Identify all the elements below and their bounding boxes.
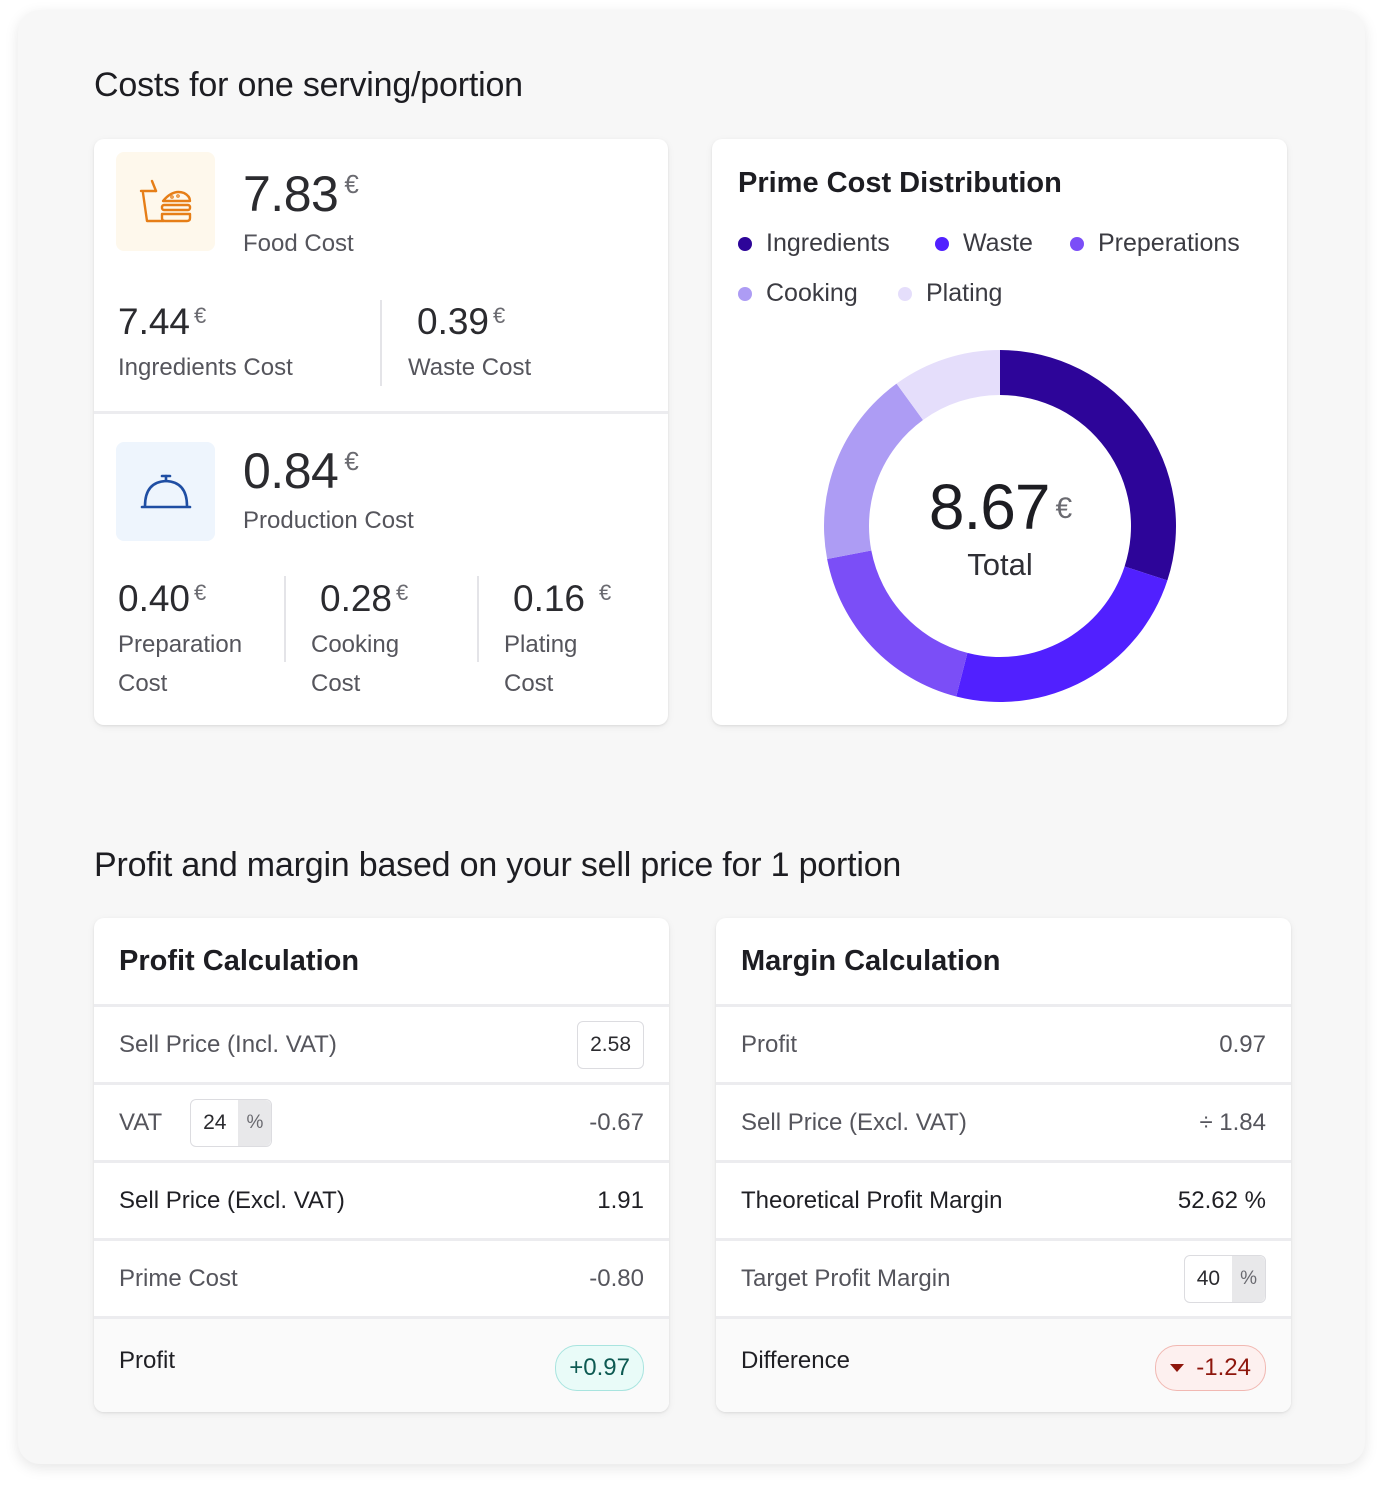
service-bell-icon [116,442,215,541]
divider [94,411,668,414]
profit-badge: +0.97 [555,1345,644,1391]
profit-calculation-title: Profit Calculation [119,945,360,977]
legend-item-ingredients: Ingredients [738,229,890,258]
ingredients-cost-label: Ingredients Cost [118,354,293,381]
waste-cost-label: Waste Cost [408,354,532,381]
production-cost-value: 0.84 € [243,443,359,499]
table-row: VAT 24 % -0.67 [94,1082,669,1160]
table-row: Target Profit Margin 40 % [716,1238,1291,1316]
donut-slice-cooking [824,383,924,559]
table-row: Sell Price (Excl. VAT) 1.91 [94,1160,669,1238]
vat-label: VAT [119,1108,163,1136]
margin-sell-price-excl-label: Sell Price (Excl. VAT) [741,1108,967,1136]
total-cost-value: 8.67 € [928,471,1072,543]
margin-sell-price-excl-value: ÷ 1.84 [1199,1108,1266,1136]
prime-cost-donut-chart [824,350,1176,702]
margin-profit-label: Profit [741,1030,798,1058]
theoretical-margin-value: 52.62 % [1177,1186,1266,1214]
prime-cost-value: -0.80 [589,1264,644,1292]
sell-price-incl-label: Sell Price (Incl. VAT) [119,1030,337,1058]
table-row: Sell Price (Incl. VAT) 2.58 [94,1004,669,1082]
cooking-cost-value: 0.28 € [320,578,409,619]
sell-price-incl-value: 2.58 [590,1032,631,1056]
preparation-cost-value: 0.40 € [118,578,207,619]
profit-section-title: Profit and margin based on your sell pri… [94,846,902,884]
divider [477,576,479,662]
vat-label-group: VAT 24 % [119,1098,273,1147]
table-row: Sell Price (Excl. VAT) ÷ 1.84 [716,1082,1291,1160]
prime-cost-distribution-card: Prime Cost Distribution Ingredients Wast… [712,139,1287,725]
difference-value: -1.24 [1196,1354,1251,1381]
margin-calculation-title: Margin Calculation [741,945,1001,977]
percent-suffix: % [1232,1255,1265,1302]
prime-cost-label: Prime Cost [119,1264,238,1292]
difference-badge: -1.24 [1155,1345,1266,1391]
legend-dot [738,236,752,251]
sell-price-excl-label: Sell Price (Excl. VAT) [119,1186,345,1214]
legend-dot [935,236,949,251]
total-cost-label: Total [967,547,1033,582]
legend-item-cooking: Cooking [738,279,858,308]
arrow-down-icon [1170,1364,1185,1372]
production-cost-label: Production Cost [243,507,414,534]
vat-rate-input[interactable]: 24 % [190,1098,273,1147]
donut-slice-plating [896,350,1000,421]
food-tray-burger-icon [116,152,215,251]
plating-cost-label: Plating Cost [504,631,578,697]
donut-slice-preperations [827,550,968,697]
plating-cost-value: 0.16 € [513,578,612,619]
legend-dot [898,286,912,301]
donut-slice-waste [956,566,1168,702]
profit-calculation-card: Profit Calculation Sell Price (Incl. VAT… [94,918,669,1412]
ingredients-cost-value: 7.44 € [118,301,207,342]
legend-dot [1070,236,1084,251]
food-cost-value: 7.83 € [243,166,359,222]
waste-cost-value: 0.39 € [417,301,506,342]
food-cost-label: Food Cost [243,230,354,257]
vat-value: -0.67 [589,1108,644,1136]
table-row: Prime Cost -0.80 [94,1238,669,1316]
donut-center: 8.67 € Total [824,350,1176,702]
difference-label: Difference [741,1347,850,1374]
divider [284,576,286,662]
theoretical-margin-label: Theoretical Profit Margin [741,1186,1003,1214]
costs-section-title: Costs for one serving/portion [94,66,523,104]
cost-breakdown-card: 7.83 € Food Cost 7.44 € Ingredients Cost 0… [94,139,668,725]
cooking-cost-label: Cooking Cost [311,631,400,697]
table-row: Profit +0.97 [94,1316,669,1412]
target-margin-value: 40 [1196,1266,1221,1290]
vat-rate-value: 24 [203,1110,227,1134]
target-margin-label: Target Profit Margin [741,1264,951,1292]
preparation-cost-label: Preparation Cost [118,631,243,697]
sell-price-incl-input[interactable]: 2.58 [577,1020,644,1069]
legend-item-waste: Waste [935,229,1033,258]
table-row: Difference -1.24 [716,1316,1291,1412]
legend-item-preperations: Preperations [1070,229,1240,258]
table-row: Profit 0.97 [716,1004,1291,1082]
legend-dot [738,286,752,301]
donut-slice-ingredients [1000,350,1176,581]
sell-price-excl-value: 1.91 [597,1186,644,1214]
profit-label: Profit [119,1347,176,1374]
margin-calculation-card: Margin Calculation Profit 0.97 Sell Pric… [716,918,1291,1412]
distribution-title: Prime Cost Distribution [738,167,1062,199]
target-margin-input[interactable]: 40 % [1183,1254,1266,1303]
legend-item-plating: Plating [898,279,1002,308]
percent-suffix: % [238,1099,272,1146]
table-row: Theoretical Profit Margin 52.62 % [716,1160,1291,1238]
margin-profit-value: 0.97 [1219,1030,1266,1058]
divider [380,300,382,386]
